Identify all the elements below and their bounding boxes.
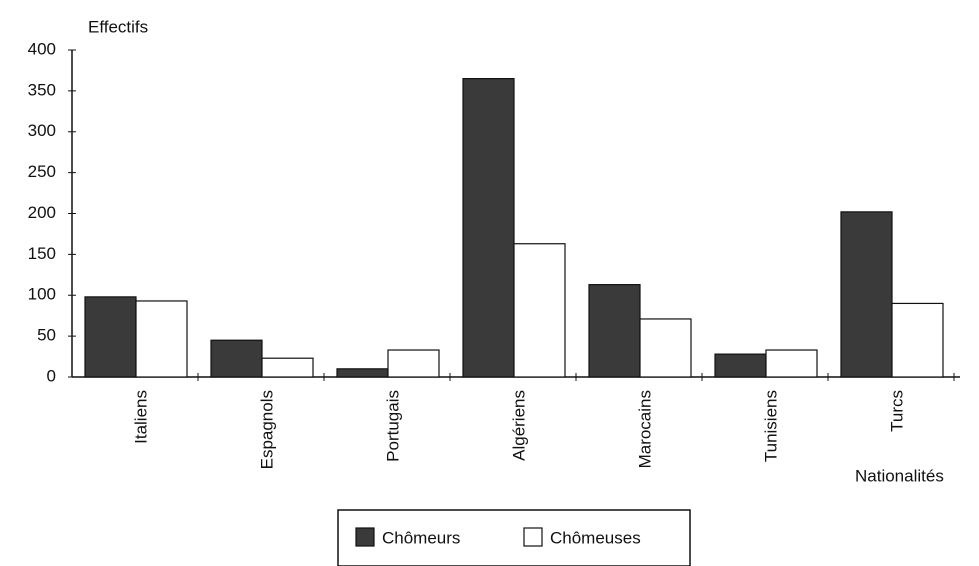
x-tick-label: Algériens	[509, 390, 528, 461]
x-tick-label: Marocains	[635, 390, 654, 468]
y-axis-label: Effectifs	[88, 17, 148, 36]
bar	[513, 243, 566, 378]
y-tick-label: 400	[28, 39, 56, 58]
bar	[210, 339, 263, 378]
y-tick-label: 150	[28, 244, 56, 263]
bar	[891, 302, 944, 378]
bar	[639, 318, 692, 378]
y-tick-label: 50	[37, 326, 56, 345]
x-tick-label: Espagnols	[257, 390, 276, 469]
bar	[135, 300, 188, 378]
legend-swatch	[355, 527, 375, 547]
y-tick-label: 200	[28, 203, 56, 222]
bar	[840, 211, 893, 378]
bar	[765, 349, 818, 378]
bar	[336, 368, 389, 378]
x-tick-label: Italiens	[131, 390, 150, 444]
bar	[462, 78, 515, 378]
y-tick-label: 350	[28, 80, 56, 99]
legend-box	[337, 509, 691, 566]
x-tick-label: Turcs	[887, 390, 906, 432]
x-tick-label: Portugais	[383, 390, 402, 462]
legend-label: Chômeurs	[382, 528, 460, 547]
bar	[84, 296, 137, 378]
legend-swatch	[523, 527, 543, 547]
y-tick-label: 0	[47, 366, 56, 385]
bar	[387, 349, 440, 378]
bar	[588, 284, 641, 378]
x-tick-label: Tunisiens	[761, 390, 780, 462]
legend-label: Chômeuses	[550, 528, 641, 547]
x-axis-label: Nationalités	[855, 466, 944, 485]
bar	[714, 353, 767, 378]
bar	[261, 357, 314, 378]
y-tick-label: 300	[28, 121, 56, 140]
y-tick-label: 250	[28, 162, 56, 181]
y-tick-label: 100	[28, 285, 56, 304]
